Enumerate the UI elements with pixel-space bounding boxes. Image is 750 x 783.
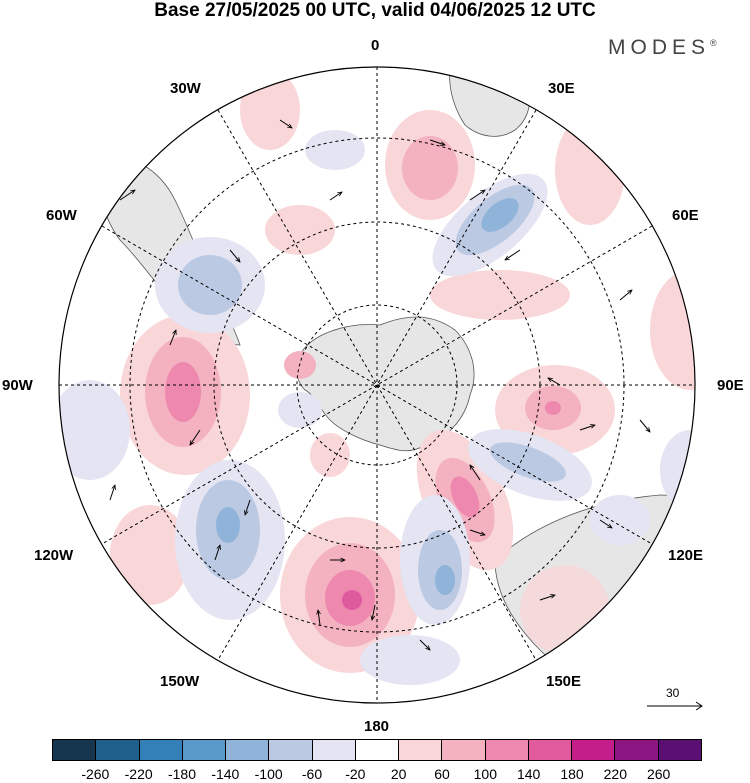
colorbar-tick-label: 100	[473, 766, 498, 782]
colorbar-bin	[312, 740, 356, 760]
lon-label-0: 0	[371, 37, 380, 54]
lon-label-30w: 30W	[170, 80, 201, 97]
lon-label-150e: 150E	[546, 673, 582, 690]
colorbar-bin	[658, 740, 701, 760]
colorbar	[52, 739, 702, 761]
lon-label-90e: 90E	[717, 377, 744, 394]
map-title: Base 27/05/2025 00 UTC, valid 04/06/2025…	[154, 0, 596, 21]
colorbar-tick-label: 20	[390, 766, 407, 782]
lon-label-150w: 150W	[160, 673, 200, 690]
lon-label-60e: 60E	[672, 207, 699, 224]
colorbar-bin	[226, 740, 270, 760]
colorbar-tick-label: -220	[124, 766, 153, 782]
colorbar-bin	[269, 740, 313, 760]
colorbar-bin	[96, 740, 140, 760]
lon-label-90w: 90W	[2, 377, 33, 394]
colorbar-bin	[53, 740, 97, 760]
colorbar-bin	[528, 740, 573, 760]
colorbar-tick-label: -260	[81, 766, 110, 782]
negative-anomalies	[59, 130, 695, 685]
lon-label-120e: 120E	[668, 547, 704, 564]
colorbar-tick-label: 220	[603, 766, 628, 782]
colorbar-tick-label: -20	[345, 766, 366, 782]
lon-label-180: 180	[364, 718, 390, 735]
reference-vector-label: 30	[666, 686, 680, 700]
colorbar-tick-label: -100	[254, 766, 283, 782]
colorbar-bin	[182, 740, 227, 760]
colorbar-bin	[355, 740, 400, 760]
colorbar-tick-label: 260	[646, 766, 671, 782]
colorbar-bin	[615, 740, 659, 760]
colorbar-bin	[485, 740, 529, 760]
lon-label-30e: 30E	[548, 80, 575, 97]
colorbar-bin	[572, 740, 616, 760]
graticule	[59, 67, 695, 703]
lon-label-120w: 120W	[34, 547, 74, 564]
modes-logo: MODES®	[608, 36, 717, 59]
colorbar-bin	[442, 740, 486, 760]
colorbar-tick-label: -180	[167, 766, 197, 782]
colorbar-bin	[399, 740, 443, 760]
colorbar-tick-label: 60	[434, 766, 450, 782]
colorbar-tick-label: 140	[516, 766, 541, 782]
colorbar-tick-label: 180	[560, 766, 584, 782]
colorbar-tick-label: -140	[211, 766, 240, 782]
reference-vector-arrow-icon	[647, 701, 703, 711]
colorbar-tick-label: -60	[301, 766, 323, 782]
map-border	[58, 66, 696, 704]
colorbar-bin	[139, 740, 183, 760]
wind-vectors	[109, 119, 650, 650]
lon-label-60w: 60W	[46, 207, 77, 224]
